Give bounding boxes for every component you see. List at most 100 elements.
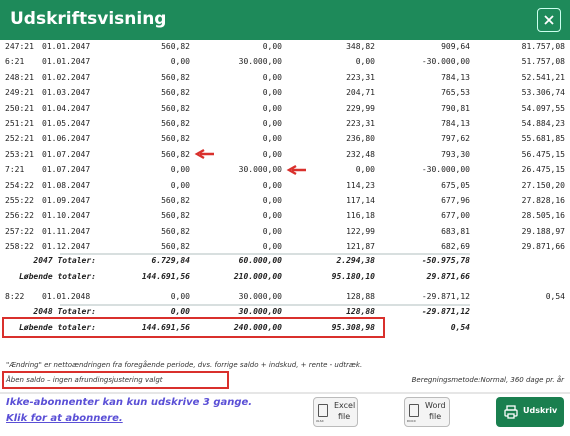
table-cell: 01.01.2048 bbox=[42, 292, 91, 301]
table-cell: 01.12.2047 bbox=[42, 242, 91, 252]
button-label: Excel bbox=[334, 401, 356, 410]
file-icon bbox=[409, 404, 419, 417]
table-cell: 54.097,55 bbox=[521, 103, 565, 113]
totals-value: 95.180,10 bbox=[331, 271, 375, 281]
table-cell: 0,00 bbox=[262, 242, 282, 252]
icon-label: DOCX bbox=[407, 419, 416, 423]
table-cell: -29.871,12 bbox=[421, 292, 470, 301]
word-button[interactable]: DOCX Word file bbox=[404, 397, 450, 427]
table-cell: 560,82 bbox=[161, 103, 190, 113]
table-cell: 560,82 bbox=[161, 88, 190, 98]
table-cell: 26.475,15 bbox=[521, 165, 565, 175]
table-cell: 682,69 bbox=[441, 242, 470, 252]
table-cell: 255:22 bbox=[5, 196, 34, 205]
note: Åben saldo – ingen afrundingsjustering v… bbox=[6, 376, 163, 384]
table-cell: 223,31 bbox=[346, 72, 375, 82]
table-cell: 51.757,08 bbox=[521, 57, 565, 67]
table-cell: 560,82 bbox=[161, 119, 190, 128]
totals-value: 6.729,84 bbox=[151, 256, 190, 265]
totals-label: 2047 Totaler: bbox=[33, 256, 96, 265]
table-cell: 223,31 bbox=[346, 119, 375, 128]
table-cell: 81.757,08 bbox=[521, 42, 565, 51]
table-cell: 7:21 bbox=[5, 165, 25, 175]
subscribe-link[interactable]: Klik for at abonnere. bbox=[6, 413, 123, 424]
table-cell: 0,00 bbox=[170, 292, 190, 301]
button-label: file bbox=[338, 412, 351, 421]
icon-label: XLSX bbox=[316, 419, 324, 423]
totals-label: Løbende totaler: bbox=[18, 322, 96, 332]
totals-value: 60.000,00 bbox=[238, 256, 282, 265]
table-cell: 27.150,20 bbox=[521, 180, 565, 190]
table-cell: 677,96 bbox=[441, 196, 470, 205]
table-cell: 0,00 bbox=[170, 180, 190, 190]
totals-value: 95.308,98 bbox=[331, 322, 375, 332]
table-cell: 0,00 bbox=[262, 134, 282, 144]
table-cell: 30.000,00 bbox=[238, 165, 282, 175]
close-button[interactable] bbox=[537, 8, 561, 32]
totals-value: 144.691,56 bbox=[141, 322, 190, 332]
table-cell: 01.04.2047 bbox=[42, 103, 91, 113]
table-cell: 560,82 bbox=[161, 149, 190, 159]
table-cell: 121,87 bbox=[346, 242, 375, 252]
table-cell: 01.11.2047 bbox=[42, 226, 91, 236]
table-cell: 784,13 bbox=[441, 119, 470, 128]
totals-value: -50.975,78 bbox=[421, 256, 470, 265]
table-cell: 01.10.2047 bbox=[42, 211, 91, 221]
table-cell: 0,00 bbox=[262, 211, 282, 221]
table-cell: 55.681,85 bbox=[521, 134, 565, 144]
totals-value: 0,00 bbox=[170, 307, 190, 316]
table-cell: 01.01.2047 bbox=[42, 57, 91, 67]
table-cell: 8:22 bbox=[5, 292, 25, 301]
excel-button[interactable]: XLSX Excel file bbox=[313, 397, 358, 427]
table-cell: 252:21 bbox=[5, 134, 34, 144]
table-cell: 116,18 bbox=[346, 211, 375, 221]
table-cell: 28.505,16 bbox=[521, 211, 565, 221]
table-cell: 247:21 bbox=[5, 42, 34, 51]
table-cell: 114,23 bbox=[346, 180, 375, 190]
note: Beregningsmetode:Normal, 360 dage pr. år bbox=[411, 376, 564, 384]
table-cell: 790,81 bbox=[441, 103, 470, 113]
table-cell: 236,80 bbox=[346, 134, 375, 144]
table-cell: 560,82 bbox=[161, 42, 190, 51]
table-cell: 54.884,23 bbox=[521, 119, 565, 128]
totals-value: 210.000,00 bbox=[233, 271, 282, 281]
table-cell: 204,71 bbox=[346, 88, 375, 98]
table-cell: 117,14 bbox=[346, 196, 375, 205]
button-label: file bbox=[429, 412, 442, 421]
table-cell: 30.000,00 bbox=[238, 57, 282, 67]
table-cell: 229,99 bbox=[346, 103, 375, 113]
table-cell: 257:22 bbox=[5, 226, 34, 236]
print-button[interactable]: Udskriv bbox=[496, 397, 564, 427]
table-cell: 251:21 bbox=[5, 119, 34, 128]
arrow bbox=[194, 148, 214, 160]
table-cell: 560,82 bbox=[161, 196, 190, 205]
button-label: Word bbox=[425, 401, 446, 410]
table-cell: 01.06.2047 bbox=[42, 134, 91, 144]
totals-value: 29.871,66 bbox=[426, 271, 470, 281]
table-cell: 27.828,16 bbox=[521, 196, 565, 205]
table-cell: 258:22 bbox=[5, 242, 34, 252]
table-cell: 560,82 bbox=[161, 242, 190, 252]
totals-label: Løbende totaler: bbox=[18, 271, 96, 281]
table-cell: 765,53 bbox=[441, 88, 470, 98]
table-cell: 248:21 bbox=[5, 72, 34, 82]
table-cell: 30.000,00 bbox=[238, 292, 282, 301]
table-cell: -30.000,00 bbox=[421, 165, 470, 175]
totals-label: 2048 Totaler: bbox=[33, 307, 96, 316]
table-cell: 797,62 bbox=[441, 134, 470, 144]
table-cell: 560,82 bbox=[161, 226, 190, 236]
table-cell: 0,00 bbox=[355, 165, 375, 175]
table-cell: 01.02.2047 bbox=[42, 72, 91, 82]
table-cell: 0,00 bbox=[262, 226, 282, 236]
table-cell: 348,82 bbox=[346, 42, 375, 51]
table-cell: 01.05.2047 bbox=[42, 119, 91, 128]
totals-value: 2.294,38 bbox=[336, 256, 375, 265]
table-cell: 01.01.2047 bbox=[42, 42, 91, 51]
printer-icon bbox=[504, 405, 518, 419]
table-cell: 784,13 bbox=[441, 72, 470, 82]
table-cell: 53.306,74 bbox=[521, 88, 565, 98]
table-cell: -30.000,00 bbox=[421, 57, 470, 67]
table-cell: 675,05 bbox=[441, 180, 470, 190]
table-cell: 560,82 bbox=[161, 211, 190, 221]
